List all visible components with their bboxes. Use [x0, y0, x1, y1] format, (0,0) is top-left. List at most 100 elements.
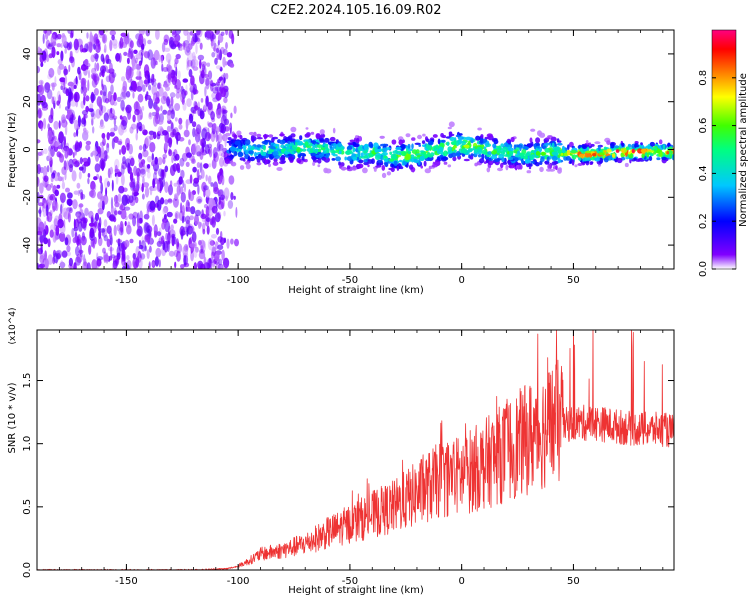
spectrogram-ridge-blob	[449, 136, 456, 142]
spectrogram-noise-blob	[65, 187, 70, 193]
spectrogram-ridge-blob	[279, 133, 285, 137]
spectrogram-ridge-blob	[571, 159, 575, 166]
spectrogram-noise-blob	[208, 163, 212, 168]
spectrogram-ridge-blob	[285, 136, 291, 142]
spectrogram-noise-blob	[132, 81, 138, 92]
spectrogram-noise-blob	[218, 132, 223, 144]
spectrogram-noise-blob	[202, 240, 206, 252]
spectrogram-ridge-blob	[420, 150, 425, 153]
spectrogram-ridge-blob	[319, 129, 325, 135]
spectrogram-noise-blob	[110, 107, 113, 114]
spectrogram-noise-blob	[143, 213, 150, 220]
spectrogram-ridge-blob	[381, 165, 386, 171]
spectrogram-noise-blob	[63, 207, 69, 219]
spectrogram-noise-blob	[186, 64, 190, 71]
spectrogram-noise-blob	[111, 72, 117, 78]
spectrogram-noise-blob	[205, 174, 208, 182]
spectrogram-noise-blob	[171, 155, 174, 164]
spectrogram-noise-blob	[188, 189, 191, 200]
spectrogram-noise-blob	[205, 77, 210, 90]
spectrogram-noise-blob	[89, 230, 93, 237]
spectrogram-noise-blob	[169, 36, 173, 45]
spectrogram-ridge-blob	[312, 156, 317, 161]
spectrogram-noise-blob	[83, 95, 86, 106]
spectrogram-noise-blob	[215, 81, 220, 86]
spectrogram-noise-blob	[76, 235, 79, 248]
spectrogram-ridge-blob	[294, 139, 300, 143]
spectrogram-noise-blob	[138, 239, 142, 247]
spectrogram-noise-blob	[133, 165, 138, 176]
spectrogram-ridge-blob	[463, 158, 470, 162]
spectrogram-noise-blob	[66, 207, 72, 212]
spectrogram-noise-blob	[160, 177, 166, 188]
spectrogram-ridge-blob	[356, 137, 360, 144]
spectrogram-noise-blob	[112, 261, 117, 269]
spectrogram-noise-blob	[37, 65, 41, 74]
spectrogram-noise-blob	[99, 228, 106, 233]
spectrogram-ridge-blob	[402, 139, 405, 144]
spectrogram-noise-blob	[126, 254, 130, 261]
spectrogram-ridge-blob	[542, 145, 547, 150]
spectrogram-noise-blob	[175, 212, 178, 219]
spectrogram-noise-blob	[60, 85, 64, 90]
snr-y-axis: 0.0 0.5 1.0 1.5	[22, 373, 674, 578]
spectrogram-noise-blob	[118, 149, 122, 156]
spectrogram-noise-blob	[94, 163, 101, 173]
spectrogram-noise-blob	[195, 124, 202, 135]
spectrogram-noise-blob	[175, 91, 181, 99]
spectrogram-noise-blob	[100, 90, 103, 96]
spectrogram-ridge-blob	[627, 143, 632, 148]
spectrogram-noise-blob	[96, 173, 100, 180]
spectrogram-noise-blob	[53, 172, 60, 182]
spectrogram-noise-blob	[156, 240, 163, 247]
spectrogram-ridge-blob	[610, 142, 615, 149]
spectrogram-noise-blob	[149, 134, 154, 140]
spectrogram-noise-blob	[189, 174, 193, 184]
spectrogram-ridge-blob	[320, 147, 326, 151]
spectrogram-noise-blob	[158, 259, 161, 268]
spectrogram-ridge-blob	[248, 150, 254, 155]
spectrogram-noise-blob	[71, 170, 77, 182]
spectrogram-noise-blob	[174, 103, 181, 111]
spectrogram-noise-blob	[63, 136, 66, 148]
spectrogram-noise-blob	[223, 77, 226, 84]
spectrogram-noise-blob	[86, 262, 91, 269]
spectrogram-noise-blob	[176, 250, 181, 262]
spectrogram-noise-blob	[150, 57, 156, 69]
spectrogram-noise-blob	[65, 106, 69, 111]
spectrogram-noise-blob	[58, 63, 65, 70]
spectrogram-noise-blob	[129, 181, 135, 188]
spectrogram-ridge-blob	[551, 161, 557, 166]
spectrogram-ridge-blob	[291, 150, 295, 155]
spectrogram-noise-blob	[197, 184, 200, 195]
spectrogram-ridge-blob	[439, 146, 444, 152]
x-tick-label: -150	[115, 275, 138, 286]
spectrogram-noise-blob	[168, 225, 171, 236]
spectrogram-ridge-blob	[240, 139, 245, 144]
spectrogram-noise-blob	[135, 53, 142, 60]
spectrogram-noise-blob	[170, 121, 174, 130]
spectrogram-noise-blob	[93, 88, 99, 96]
spectrogram-noise-blob	[189, 243, 196, 248]
spectrogram-noise-blob	[99, 199, 103, 209]
spectrogram-ridge-blob	[557, 149, 563, 154]
x-tick-label: -150	[115, 576, 138, 587]
spectrogram-noise-blob	[89, 32, 93, 43]
spectrogram-noise-blob	[88, 244, 92, 255]
spectrogram-noise-blob	[216, 108, 224, 117]
spectrogram-noise-blob	[195, 246, 199, 253]
spectrogram-noise-blob	[163, 220, 167, 226]
spectrogram-ridge-blob	[481, 153, 485, 160]
spectrogram-noise-blob	[111, 179, 114, 192]
spectrogram-noise-blob	[49, 163, 53, 174]
spectrogram-noise-blob	[172, 163, 178, 172]
spectrogram-ridge-blob	[461, 140, 466, 146]
spectrogram-noise-blob	[37, 231, 43, 236]
spectrogram-noise-blob	[225, 72, 229, 80]
spectrogram-ridge-blob	[289, 138, 296, 142]
spectrogram-noise-blob	[176, 238, 179, 250]
spectrogram-noise-blob	[79, 157, 83, 165]
spectrogram-noise-blob	[49, 210, 53, 217]
spectrogram-noise-blob	[196, 30, 201, 36]
spectrogram-ridge-blob	[389, 158, 394, 162]
